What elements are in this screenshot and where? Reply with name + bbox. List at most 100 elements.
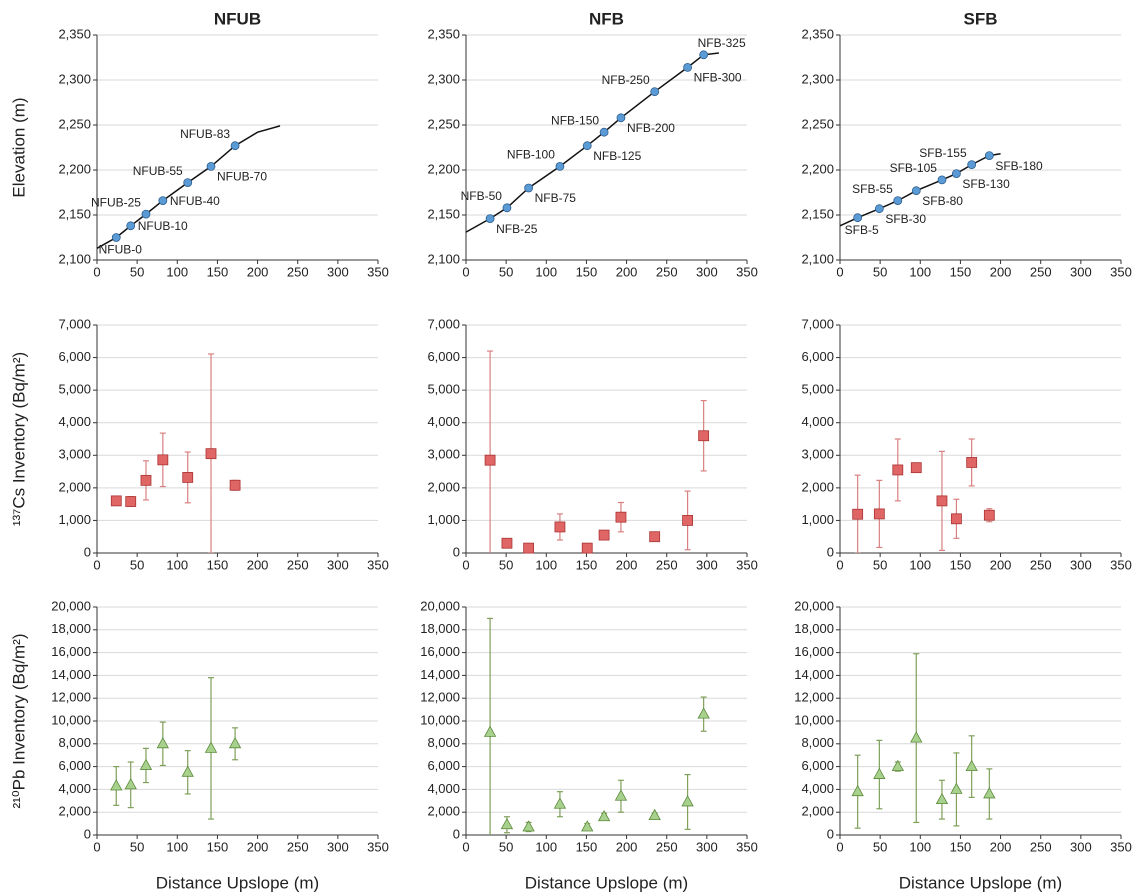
- y-tick-label: 0: [827, 826, 834, 841]
- x-tick-label: 250: [1030, 839, 1052, 854]
- x-tick-label: 350: [367, 264, 389, 279]
- sample-point: [126, 221, 136, 231]
- y-tick-label: 1,000: [801, 512, 834, 527]
- marker: [615, 511, 627, 523]
- point-label: NFB-325: [698, 36, 746, 50]
- y-tick-label: 16,000: [420, 644, 460, 659]
- marker: [698, 430, 710, 442]
- x-tick-label: 50: [873, 264, 887, 279]
- sample-point: [141, 209, 151, 219]
- marker: [522, 820, 535, 832]
- point-label: SFB-80: [922, 194, 963, 208]
- x-tick-label: 300: [1070, 839, 1092, 854]
- marker: [910, 462, 922, 474]
- x-tick-label: 250: [656, 557, 678, 572]
- sample-point: [555, 161, 565, 171]
- panel: 0 2,000 4,000 6,000 8,000 10,000 12,000 14,000 1…: [794, 598, 1132, 892]
- sample-point: [230, 141, 240, 151]
- x-tick-label: 50: [499, 839, 513, 854]
- point-label: NFUB-40: [170, 194, 220, 208]
- marker: [124, 778, 137, 790]
- panel: 0 2,000 4,000 6,000 8,000 10,000 12,000 14,000 1…: [9, 598, 388, 892]
- marker: [852, 508, 864, 520]
- y-tick-label: 8,000: [427, 735, 460, 750]
- y-axis-label: ²¹⁰Pb Inventory (Bq/m²): [9, 634, 28, 809]
- y-tick-label: 2,300: [427, 71, 460, 86]
- x-tick-label: 50: [873, 839, 887, 854]
- y-tick-label: 5,000: [801, 382, 834, 397]
- y-tick-label: 6,000: [427, 349, 460, 364]
- y-tick-label: 2,250: [58, 116, 91, 131]
- x-tick-label: 200: [247, 557, 269, 572]
- y-tick-label: 4,000: [801, 414, 834, 429]
- marker: [873, 508, 885, 520]
- x-tick-label: 100: [535, 839, 557, 854]
- y-tick-label: 2,350: [58, 26, 91, 41]
- y-tick-label: 2,000: [801, 804, 834, 819]
- sample-point: [952, 169, 961, 179]
- marker: [204, 741, 218, 753]
- marker: [891, 759, 904, 771]
- y-tick-label: 4,000: [801, 781, 834, 796]
- y-tick-label: 7,000: [58, 316, 91, 331]
- y-tick-label: 12,000: [51, 690, 91, 705]
- x-tick-label: 100: [166, 264, 188, 279]
- y-tick-label: 2,200: [58, 161, 91, 176]
- marker: [553, 797, 567, 809]
- point-label: SFB-130: [962, 177, 1010, 191]
- marker: [484, 454, 496, 466]
- marker: [598, 529, 610, 541]
- x-tick-label: 350: [736, 264, 758, 279]
- y-tick-label: 14,000: [794, 667, 834, 682]
- y-tick-label: 5,000: [58, 382, 91, 397]
- x-tick-label: 300: [696, 839, 718, 854]
- y-tick-label: 6,000: [427, 758, 460, 773]
- marker: [950, 782, 963, 794]
- x-tick-label: 100: [909, 557, 931, 572]
- y-tick-label: 2,200: [427, 161, 460, 176]
- point-label: NFUB-10: [138, 219, 188, 233]
- x-tick-label: 300: [1070, 264, 1092, 279]
- y-tick-label: 20,000: [794, 598, 834, 613]
- x-tick-label: 100: [909, 264, 931, 279]
- x-tick-label: 250: [656, 264, 678, 279]
- x-tick-label: 200: [616, 557, 638, 572]
- point-label: SFB-55: [852, 182, 893, 196]
- x-tick-label: 300: [696, 557, 718, 572]
- y-tick-label: 12,000: [420, 690, 460, 705]
- x-axis-label: Distance Upslope (m): [525, 873, 688, 892]
- y-tick-label: 10,000: [51, 712, 91, 727]
- sample-point: [582, 141, 592, 151]
- y-tick-label: 2,100: [427, 251, 460, 266]
- sample-point: [911, 186, 921, 196]
- marker: [125, 496, 137, 507]
- x-tick-label: 200: [990, 264, 1012, 279]
- y-tick-label: 2,350: [801, 26, 834, 41]
- marker: [936, 495, 948, 507]
- x-tick-label: 0: [93, 557, 100, 572]
- x-tick-label: 350: [736, 557, 758, 572]
- y-tick-label: 4,000: [427, 781, 460, 796]
- x-tick-label: 100: [166, 839, 188, 854]
- marker: [597, 809, 611, 822]
- x-tick-label: 150: [207, 264, 229, 279]
- y-tick-label: 2,000: [801, 479, 834, 494]
- x-tick-label: 250: [287, 264, 309, 279]
- marker: [139, 758, 153, 770]
- x-tick-label: 0: [93, 839, 100, 854]
- y-tick-label: 2,200: [801, 161, 834, 176]
- y-tick-label: 6,000: [801, 758, 834, 773]
- x-tick-label: 350: [367, 557, 389, 572]
- point-label: NFB-25: [496, 222, 538, 236]
- marker: [483, 725, 497, 737]
- point-label: NFB-300: [694, 71, 742, 85]
- marker: [181, 765, 194, 777]
- panel-title: NFUB: [214, 9, 261, 28]
- x-tick-label: 350: [367, 839, 389, 854]
- point-label: NFB-100: [507, 148, 555, 162]
- marker: [983, 509, 995, 521]
- y-tick-label: 12,000: [794, 690, 834, 705]
- x-tick-label: 0: [836, 264, 843, 279]
- y-tick-label: 10,000: [420, 712, 460, 727]
- marker: [951, 513, 962, 525]
